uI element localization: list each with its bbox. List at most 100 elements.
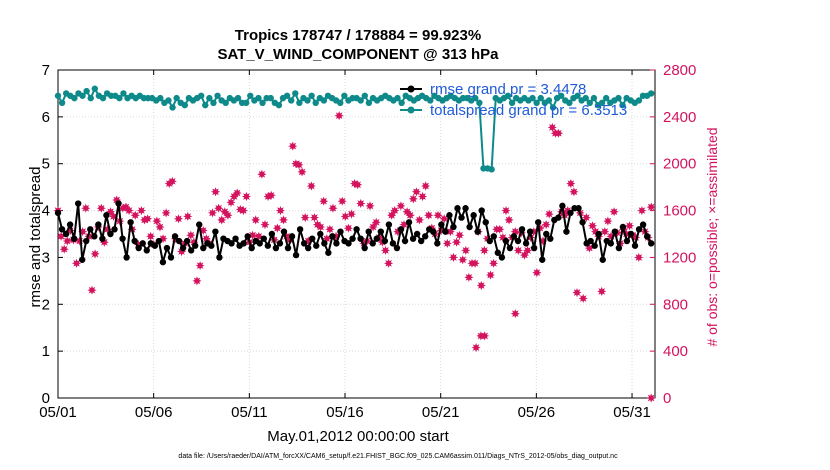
obs-point [566,179,576,189]
rmse-point [494,249,502,256]
rmse-point [300,240,308,247]
rmse-point [248,244,255,252]
rmse-point [196,221,203,228]
y-left-tick-label: 1 [42,343,50,360]
spread-point [283,92,291,99]
rmse-point [191,242,199,249]
rmse-point [58,226,66,233]
spread-point [394,94,401,102]
spread-point [537,94,544,102]
obs-point [353,180,363,190]
rmse-point [502,237,510,245]
spread-point [79,92,86,99]
obs-point [501,206,511,216]
obs-point [241,191,252,202]
chart-title-line1: Tropics 178747 / 178884 = 99.923% [235,27,481,44]
obs-point [541,220,551,230]
obs-point [266,190,276,200]
spread-point [549,104,557,111]
obs-point [161,208,171,218]
spread-point [71,94,78,102]
spread-point [365,99,373,107]
obs-point [476,280,486,291]
rmse-point [381,237,389,245]
obs-point [587,221,598,231]
spread-point [173,94,180,102]
obs-point [192,276,202,286]
rmse-point [506,244,514,252]
spread-point [341,92,348,99]
y-right-tick-label: 2800 [663,62,696,79]
rmse-point [337,228,344,235]
spread-point [545,97,553,104]
rmse-point [422,233,429,240]
y-axis-right: 0 400 800 1200 1600 2000 2400 2800 [650,62,696,407]
y-axis-right-label: # of obs: o=possible; ×=assimilated [704,127,720,346]
obs-point [634,252,644,262]
rmse-point [643,233,651,240]
rmse-point [284,244,292,252]
rmse-point [171,233,179,240]
obs-point [90,249,100,259]
rmse-point [309,235,316,242]
obs-point [461,245,471,255]
chart-title-line2: SAT_V_WIND_COMPONENT @ 313 hPa [217,46,499,63]
rmse-point [607,240,615,247]
obs-point [458,255,468,265]
rmse-point [450,223,457,231]
obs-point [334,111,344,121]
rmse-point [143,247,150,254]
rmse-point [54,209,62,217]
rmse-point [466,223,473,231]
rmse-point [103,212,110,219]
y-axis-left: 0 1 2 3 4 5 6 7 [42,62,63,407]
obs-point [569,187,579,197]
rmse-point [183,237,191,245]
rmse-point [522,240,530,247]
obs-point [346,209,357,219]
rmse-point [353,226,360,233]
obs-point [306,181,316,191]
rmse-point [361,244,368,252]
spread-point [488,166,495,173]
rmse-point [405,219,413,226]
obs-point [260,220,270,230]
obs-point [408,194,418,204]
obs-point [62,236,72,246]
rmse-point [280,228,288,235]
rmse-point [272,244,280,252]
obs-point [471,343,481,353]
rmse-point [365,228,372,235]
obs-point [155,222,165,232]
rmse-point [563,228,570,235]
obs-point [421,181,431,191]
obs-point [646,393,656,403]
obs-point [223,210,233,220]
spread-point [234,94,242,102]
rmse-point [409,235,417,242]
rmse-point [539,256,546,263]
obs-point [71,258,82,268]
rmse-point [514,237,522,245]
y-left-tick-label: 5 [42,156,50,173]
rmse-point [486,237,493,245]
obs-point [87,285,97,295]
obs-point [340,211,350,221]
rmse-point [587,237,594,245]
obs-point [130,210,140,220]
obs-point [479,245,489,255]
obs-point [495,224,505,234]
obs-point [238,206,248,216]
obs-point [288,141,298,151]
rmse-point [454,205,461,212]
rmse-point [66,221,74,228]
plot-area-frame [57,69,656,399]
spread-point [165,97,172,104]
rmse-point [498,254,506,261]
spread-point [602,94,610,102]
spread-point [582,94,589,102]
rmse-point [228,240,235,247]
rmse-point [167,254,175,261]
spread-point [214,92,221,99]
